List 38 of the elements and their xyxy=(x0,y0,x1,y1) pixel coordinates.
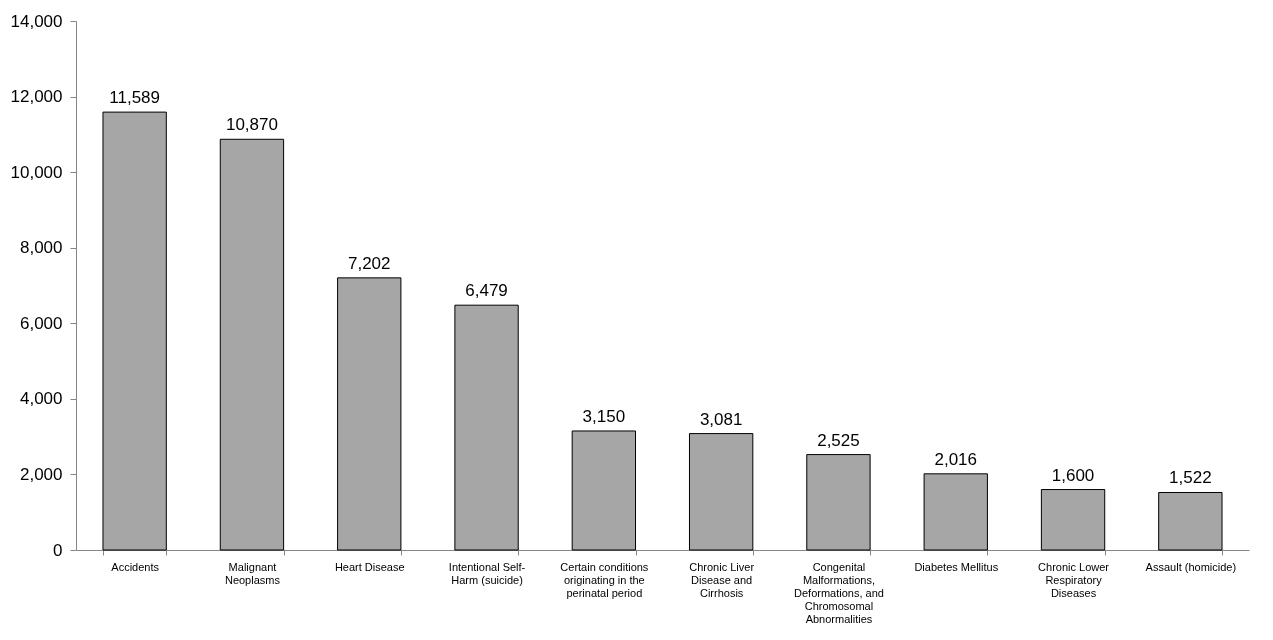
x-tick-label: Diabetes Mellitus xyxy=(914,560,999,573)
x-tick-label: Intentional Self-Harm (suicide) xyxy=(448,560,526,586)
data-label: 2,016 xyxy=(934,449,978,469)
y-tick-label: 12,000 xyxy=(10,87,63,107)
x-tick-label: Accidents xyxy=(111,560,160,573)
y-tick-label: 14,000 xyxy=(10,11,63,31)
x-tick-label: Chronic Liver Disease and Cirrhosis xyxy=(689,560,755,599)
bar xyxy=(923,473,988,551)
y-tick-label: 4,000 xyxy=(19,389,63,409)
x-tick-label: Assault (homicide) xyxy=(1145,560,1237,573)
data-label: 1,522 xyxy=(1169,468,1212,488)
y-tick-label: 6,000 xyxy=(19,313,63,333)
bar xyxy=(1040,489,1106,551)
y-tick-label: 10,000 xyxy=(10,162,63,182)
bar xyxy=(454,304,519,551)
bar xyxy=(337,277,402,551)
data-label: 7,202 xyxy=(347,253,391,273)
bar xyxy=(102,111,167,551)
data-label: 11,589 xyxy=(109,88,161,108)
y-tick-label: 0 xyxy=(53,540,63,560)
y-tick-label: 2,000 xyxy=(19,464,63,484)
x-tick-label: Certain conditions originating in the perinatal period xyxy=(560,560,649,599)
bar xyxy=(219,138,285,551)
data-label: 6,479 xyxy=(465,281,508,301)
y-tick-label: 8,000 xyxy=(19,238,63,258)
x-tick-label: Heart Disease xyxy=(334,560,405,573)
x-tick-label: Malignant Neoplasms xyxy=(224,560,281,586)
bar xyxy=(806,454,871,551)
bar xyxy=(571,430,637,551)
bar xyxy=(688,433,754,551)
x-tick-label: Congenital Malformations, Deformations, and Chromosomal Abnormalities xyxy=(794,560,884,625)
data-label: 2,525 xyxy=(817,430,860,450)
data-label: 10,870 xyxy=(225,115,278,135)
data-label: 3,081 xyxy=(699,409,743,429)
data-label: 1,600 xyxy=(1051,465,1095,485)
x-tick-label: Chronic Lower Respiratory Diseases xyxy=(1038,560,1110,599)
data-label: 3,150 xyxy=(582,406,626,426)
bar xyxy=(1158,491,1223,551)
